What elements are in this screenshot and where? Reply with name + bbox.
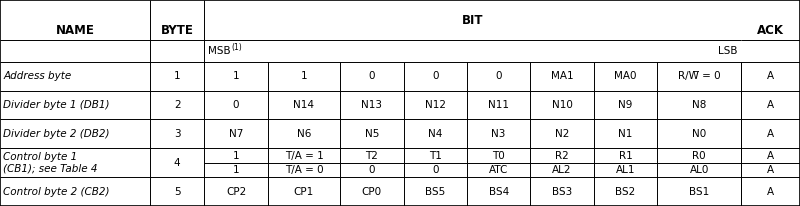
Text: 0: 0 bbox=[233, 100, 239, 110]
Text: N6: N6 bbox=[297, 129, 311, 139]
Text: T/A = 1: T/A = 1 bbox=[285, 151, 323, 160]
Text: AL1: AL1 bbox=[616, 165, 635, 175]
Text: ATC: ATC bbox=[489, 165, 508, 175]
Text: Address byte: Address byte bbox=[3, 71, 71, 81]
Text: N9: N9 bbox=[618, 100, 633, 110]
Text: T0: T0 bbox=[492, 151, 505, 160]
Text: A: A bbox=[767, 71, 774, 81]
Text: N3: N3 bbox=[491, 129, 506, 139]
Text: T/A = 0: T/A = 0 bbox=[285, 165, 323, 175]
Text: A: A bbox=[767, 129, 774, 139]
Text: 0: 0 bbox=[432, 71, 438, 81]
Text: BS3: BS3 bbox=[552, 187, 572, 197]
Text: Control byte 1
(CB1); see Table 4: Control byte 1 (CB1); see Table 4 bbox=[3, 152, 98, 173]
Text: R1: R1 bbox=[618, 151, 633, 160]
Text: BYTE: BYTE bbox=[161, 24, 194, 37]
Text: CP0: CP0 bbox=[362, 187, 382, 197]
Text: 1: 1 bbox=[301, 71, 307, 81]
Text: A: A bbox=[767, 100, 774, 110]
Text: T1: T1 bbox=[429, 151, 442, 160]
Text: R0: R0 bbox=[692, 151, 706, 160]
Text: (1): (1) bbox=[232, 43, 242, 52]
Text: 1: 1 bbox=[174, 71, 181, 81]
Text: N1: N1 bbox=[618, 129, 633, 139]
Text: N2: N2 bbox=[555, 129, 570, 139]
Text: LSB: LSB bbox=[718, 46, 738, 56]
Text: N13: N13 bbox=[362, 100, 382, 110]
Text: 5: 5 bbox=[174, 187, 181, 197]
Text: BIT: BIT bbox=[462, 14, 483, 27]
Text: N4: N4 bbox=[428, 129, 442, 139]
Text: BS5: BS5 bbox=[425, 187, 446, 197]
Text: AL2: AL2 bbox=[552, 165, 572, 175]
Text: CP1: CP1 bbox=[294, 187, 314, 197]
Text: A: A bbox=[767, 151, 774, 160]
Text: N8: N8 bbox=[692, 100, 706, 110]
Text: 0: 0 bbox=[432, 165, 438, 175]
Text: N0: N0 bbox=[692, 129, 706, 139]
Text: 0: 0 bbox=[369, 71, 375, 81]
Text: CP2: CP2 bbox=[226, 187, 246, 197]
Text: Control byte 2 (CB2): Control byte 2 (CB2) bbox=[3, 187, 110, 197]
Text: MA0: MA0 bbox=[614, 71, 637, 81]
Text: BS2: BS2 bbox=[615, 187, 636, 197]
Text: BS1: BS1 bbox=[689, 187, 710, 197]
Text: MSB: MSB bbox=[208, 46, 230, 56]
Text: A: A bbox=[767, 187, 774, 197]
Text: 1: 1 bbox=[233, 151, 239, 160]
Text: N12: N12 bbox=[425, 100, 446, 110]
Text: 4: 4 bbox=[174, 158, 181, 168]
Text: 3: 3 bbox=[174, 129, 181, 139]
Text: R2: R2 bbox=[555, 151, 569, 160]
Text: MA1: MA1 bbox=[551, 71, 574, 81]
Text: N10: N10 bbox=[552, 100, 573, 110]
Text: 1: 1 bbox=[233, 165, 239, 175]
Text: R/W̅ = 0: R/W̅ = 0 bbox=[678, 71, 721, 81]
Text: 0: 0 bbox=[369, 165, 375, 175]
Text: N14: N14 bbox=[294, 100, 314, 110]
Text: T2: T2 bbox=[366, 151, 378, 160]
Text: N7: N7 bbox=[229, 129, 243, 139]
Text: N5: N5 bbox=[365, 129, 379, 139]
Text: 1: 1 bbox=[233, 71, 239, 81]
Text: BS4: BS4 bbox=[489, 187, 509, 197]
Text: 0: 0 bbox=[495, 71, 502, 81]
Text: NAME: NAME bbox=[55, 24, 94, 37]
Text: N11: N11 bbox=[488, 100, 509, 110]
Text: Divider byte 1 (DB1): Divider byte 1 (DB1) bbox=[3, 100, 110, 110]
Text: ACK: ACK bbox=[757, 24, 784, 37]
Text: AL0: AL0 bbox=[690, 165, 709, 175]
Text: Divider byte 2 (DB2): Divider byte 2 (DB2) bbox=[3, 129, 110, 139]
Text: 2: 2 bbox=[174, 100, 181, 110]
Text: A: A bbox=[767, 165, 774, 175]
